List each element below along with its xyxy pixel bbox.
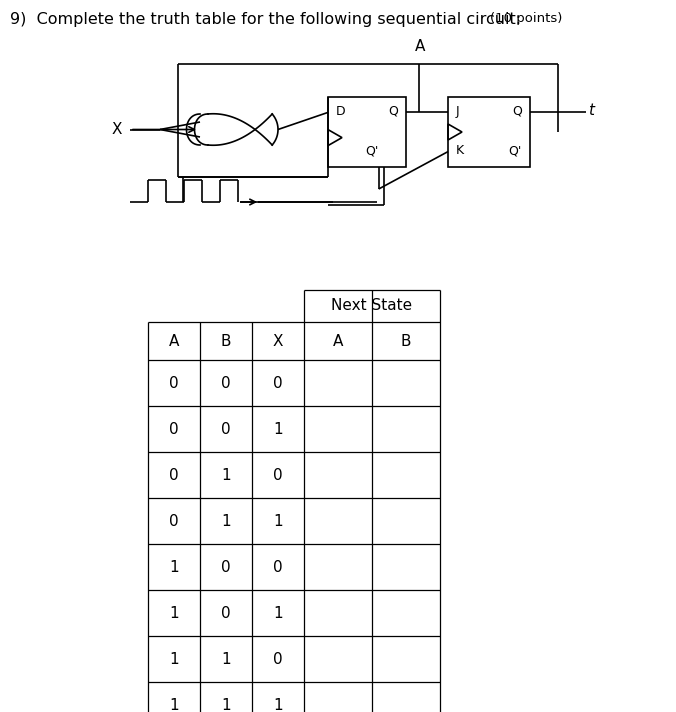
Text: 1: 1 [221, 513, 231, 528]
Text: 1: 1 [169, 605, 179, 620]
Text: 0: 0 [273, 375, 283, 390]
Text: X: X [272, 333, 283, 348]
Text: 1: 1 [169, 651, 179, 666]
Text: A: A [333, 333, 343, 348]
Text: B: B [221, 333, 231, 348]
Text: (10 points): (10 points) [490, 12, 562, 25]
Bar [328, 97, 406, 167]
Text: J: J [456, 105, 460, 118]
Text: A: A [169, 333, 179, 348]
Text: 0: 0 [221, 560, 231, 575]
Text: 1: 1 [221, 468, 231, 483]
Text: 1: 1 [169, 698, 179, 712]
Text: 0: 0 [169, 375, 179, 390]
Text: K: K [456, 144, 464, 157]
Text: 1: 1 [273, 513, 283, 528]
Text: 0: 0 [221, 605, 231, 620]
Text: 0: 0 [169, 468, 179, 483]
Text: 0: 0 [169, 513, 179, 528]
Text: Q': Q' [365, 144, 379, 157]
Text: 9)  Complete the truth table for the following sequential circuit:: 9) Complete the truth table for the foll… [10, 12, 521, 27]
Text: 0: 0 [273, 651, 283, 666]
Text: Q: Q [388, 105, 398, 118]
Text: 0: 0 [273, 468, 283, 483]
Text: 0: 0 [169, 422, 179, 436]
Text: t: t [588, 103, 594, 118]
Text: D: D [336, 105, 345, 118]
Text: A: A [414, 39, 425, 54]
Text: 1: 1 [221, 698, 231, 712]
Text: 1: 1 [273, 698, 283, 712]
Text: X: X [112, 122, 122, 137]
Text: 0: 0 [221, 422, 231, 436]
Text: Q': Q' [508, 144, 522, 157]
Text: Q: Q [512, 105, 522, 118]
Text: 0: 0 [221, 375, 231, 390]
Text: B: B [401, 333, 411, 348]
Text: 1: 1 [169, 560, 179, 575]
Text: 1: 1 [221, 651, 231, 666]
Text: 1: 1 [273, 605, 283, 620]
Bar [448, 97, 530, 167]
Text: 0: 0 [273, 560, 283, 575]
Text: 1: 1 [273, 422, 283, 436]
Text: Next State: Next State [331, 298, 412, 313]
